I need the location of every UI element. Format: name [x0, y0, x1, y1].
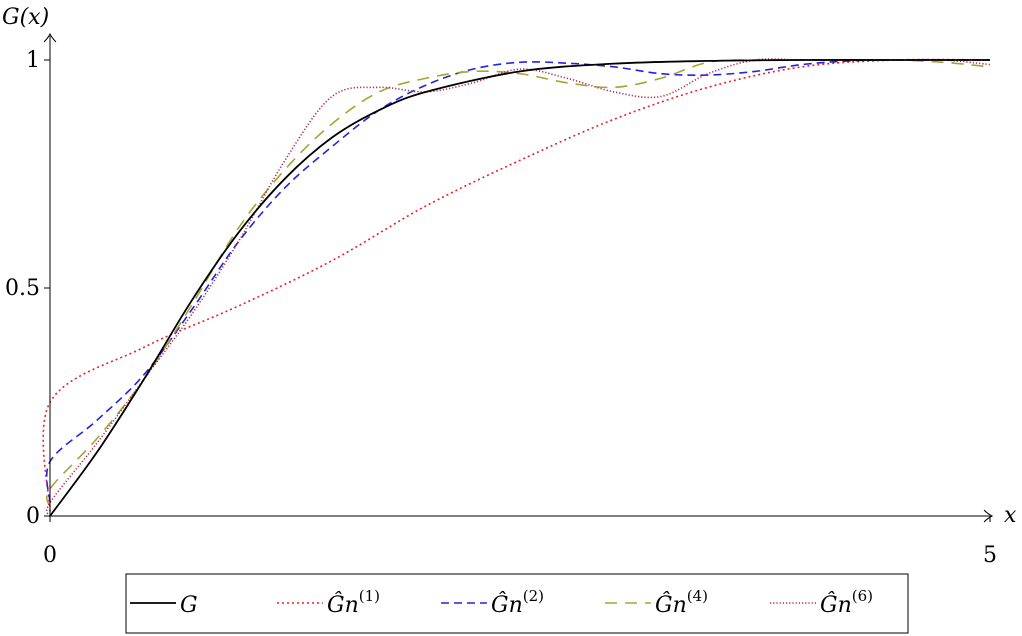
legend-label-2: Ĝn(2)	[491, 587, 544, 618]
legend-label-base-0: G	[180, 593, 198, 618]
series-line-3	[45, 59, 991, 508]
legend-label-base-2: Ĝn	[491, 591, 523, 618]
y-axis-label: G(x)	[2, 5, 49, 30]
series-line-4	[45, 58, 991, 517]
series-layer	[42, 58, 991, 517]
legend-label-sup-4: (6)	[852, 587, 873, 605]
legend-label-4: Ĝn(6)	[820, 587, 873, 618]
series-line-2	[45, 59, 991, 503]
x-axis-arrow-icon	[983, 509, 994, 523]
legend: G Ĝn(1) Ĝn(2) Ĝn(4) Ĝn(6)	[125, 573, 909, 634]
x-tick-label-0: 0	[43, 543, 57, 568]
legend-label-3: Ĝn(4)	[655, 587, 708, 618]
series-line-1	[42, 58, 991, 512]
legend-label-base-1: Ĝn	[327, 591, 359, 618]
legend-label-sup-2: (2)	[523, 587, 544, 605]
series-line-0	[49, 59, 990, 517]
legend-entries: G Ĝn(1) Ĝn(2) Ĝn(4) Ĝn(6)	[130, 587, 873, 618]
legend-box	[125, 573, 909, 634]
y-tick-label-0: 0	[26, 504, 40, 529]
y-axis-arrow-icon	[43, 32, 57, 43]
legend-label-0: G	[180, 593, 198, 618]
legend-label-base-4: Ĝn	[820, 591, 852, 618]
x-tick-label-5: 5	[983, 543, 997, 568]
x-axis-label: x	[1004, 503, 1017, 528]
y-tick-label-1: 1	[26, 48, 40, 73]
legend-label-1: Ĝn(1)	[327, 587, 380, 618]
legend-label-sup-3: (4)	[687, 587, 708, 605]
y-tick-label-05: 0.5	[5, 276, 40, 301]
legend-label-base-3: Ĝn	[655, 591, 687, 618]
legend-label-sup-1: (1)	[359, 587, 380, 605]
